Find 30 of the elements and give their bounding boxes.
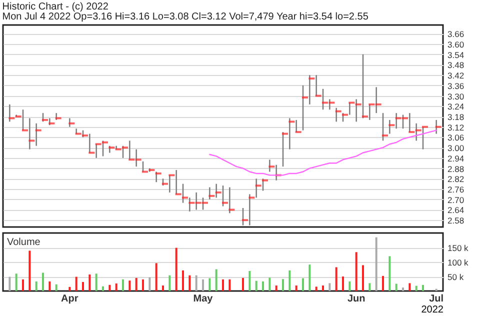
y-tick-label: 3.00 <box>448 143 464 154</box>
y-tick-label: 2.58 <box>448 216 464 226</box>
y-tick-label: 3.24 <box>448 102 464 112</box>
chart-subtitle: Mon Jul 4 2022 Op=3.16 Hi=3.16 Lo=3.08 Cl=3.12 Vol=7,479 Year hi=3.54 lo=2.55 <box>2 11 369 22</box>
y-tick-label: 100 k <box>448 258 470 268</box>
y-tick-label: 3.06 <box>448 132 464 143</box>
y-tick-label: 50 k <box>448 272 464 282</box>
y-tick-label: 3.30 <box>448 91 464 102</box>
y-axis-title: Volume <box>7 237 41 248</box>
y-tick-label: 3.42 <box>448 70 464 81</box>
x-tick-label: Apr <box>61 294 78 304</box>
y-tick-label: 3.18 <box>448 112 464 122</box>
y-tick-label: 150 k <box>448 243 470 253</box>
y-tick-label: 2.64 <box>448 205 464 216</box>
y-tick-label: 2.94 <box>448 153 464 164</box>
x-tick-label: Jul <box>429 294 444 304</box>
y-tick-label: 2.70 <box>448 194 464 205</box>
y-tick-label: 2.82 <box>448 174 464 184</box>
chart-title: Historic Chart - (c) 2022 <box>2 1 109 12</box>
y-tick-label: 3.60 <box>448 39 464 50</box>
y-tick-label: 2.88 <box>448 164 464 174</box>
y-tick-label: 3.12 <box>448 122 464 132</box>
y-tick-label: 2.76 <box>448 184 464 195</box>
y-tick-label: 3.54 <box>448 50 464 60</box>
x-axis-title: 2022 <box>421 304 444 316</box>
x-tick-label: May <box>193 294 214 304</box>
y-tick-label: 3.66 <box>448 29 464 40</box>
y-tick-label: 3.36 <box>448 80 464 91</box>
y-tick-label: 3.48 <box>448 60 464 70</box>
x-tick-label: Jun <box>347 294 366 304</box>
